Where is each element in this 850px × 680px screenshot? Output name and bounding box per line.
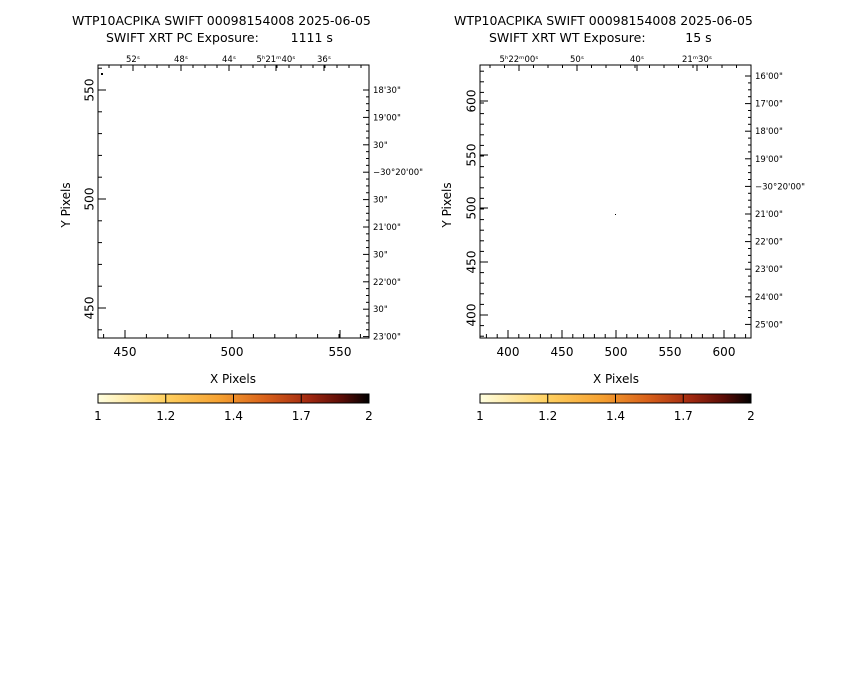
ra-tick-label: 52ˢ xyxy=(126,55,140,65)
panel2-y-axis-label: Y Pixels xyxy=(440,182,454,228)
dec-tick-label: 24'00" xyxy=(755,293,783,303)
panel2-axes: 400 450 500 550 600 400 450 500 550 600 5ʰ22ᵐ00ˢ 50… xyxy=(465,55,806,359)
y-tick-label: 550 xyxy=(465,144,479,167)
colorbar-tick-label: 1 xyxy=(94,409,102,423)
ra-tick-label: 50ˢ xyxy=(570,55,584,65)
colorbar-tick-label: 1.2 xyxy=(156,409,175,423)
dec-tick-label: 18'30" xyxy=(373,86,401,96)
panel2-title-line2: SWIFT XRT WT Exposure: 15 s xyxy=(489,30,712,45)
y-tick-label: 450 xyxy=(83,297,97,320)
ra-tick-label: 5ʰ21ᵐ40ˢ xyxy=(257,55,296,65)
panel2-title-line1: WTP10ACPIKA SWIFT 00098154008 2025-06-05 xyxy=(454,13,753,28)
colorbar-tick-label: 1.7 xyxy=(292,409,311,423)
x-tick-label: 600 xyxy=(713,345,736,359)
dec-tick-label: 18'00" xyxy=(755,127,783,137)
dec-tick-label: 25'00" xyxy=(755,320,783,330)
colorbar-tick-label: 1.7 xyxy=(674,409,693,423)
colorbar-tick-label: 1.2 xyxy=(538,409,557,423)
dec-tick-label: 21'00" xyxy=(755,210,783,220)
y-tick-label: 450 xyxy=(465,251,479,274)
panel1-x-axis-label: X Pixels xyxy=(210,372,256,386)
ra-tick-label: 21ᵐ30ˢ xyxy=(682,55,712,65)
y-tick-label: 550 xyxy=(83,79,97,102)
colorbar-tick-label: 2 xyxy=(365,409,373,423)
ra-tick-label: 40ˢ xyxy=(630,55,644,65)
dec-tick-label: 21'00" xyxy=(373,223,401,233)
ra-tick-label: 44ˢ xyxy=(222,55,236,65)
x-tick-label: 550 xyxy=(659,345,682,359)
y-tick-label: 400 xyxy=(465,304,479,327)
x-tick-label: 450 xyxy=(551,345,574,359)
y-tick-label: 500 xyxy=(465,197,479,220)
dec-tick-label: 16'00" xyxy=(755,72,783,82)
panel1-axes: 450 500 550 450 500 550 52ˢ 48ˢ 44ˢ 5ʰ21ᵐ40ˢ 36ˢ 18… xyxy=(83,55,424,359)
panel2-image-frame xyxy=(479,64,752,339)
ra-tick-label: 5ʰ22ᵐ00ˢ xyxy=(500,55,539,65)
x-tick-label: 500 xyxy=(221,345,244,359)
dec-tick-label: 19'00" xyxy=(755,155,783,165)
dec-tick-label: 17'00" xyxy=(755,100,783,110)
panel1-source-marker xyxy=(101,73,103,75)
dec-tick-label: −30°20'00" xyxy=(373,168,423,178)
ra-tick-label: 48ˢ xyxy=(174,55,188,65)
x-tick-label: 550 xyxy=(329,345,352,359)
x-tick-label: 500 xyxy=(605,345,628,359)
dec-tick-label: 22'00" xyxy=(373,278,401,288)
dec-tick-label: 30" xyxy=(373,305,388,315)
dec-tick-label: 23'00" xyxy=(755,265,783,275)
dec-tick-label: 23'00" xyxy=(373,333,401,343)
panel1-title-line1: WTP10ACPIKA SWIFT 00098154008 2025-06-05 xyxy=(72,13,371,28)
colorbar-tick-label: 2 xyxy=(747,409,755,423)
dec-tick-label: 30" xyxy=(373,196,388,206)
panel1-y-axis-label: Y Pixels xyxy=(59,182,73,228)
y-tick-label: 600 xyxy=(465,90,479,113)
colorbar-tick-label: 1 xyxy=(476,409,484,423)
dec-tick-label: 30" xyxy=(373,141,388,151)
panel2-source-marker xyxy=(615,214,616,215)
colorbar-tick-label: 1.4 xyxy=(606,409,625,423)
colorbar-tick-label: 1.4 xyxy=(224,409,243,423)
dec-tick-label: 19'00" xyxy=(373,113,401,123)
dec-tick-label: 30" xyxy=(373,250,388,260)
y-tick-label: 500 xyxy=(83,188,97,211)
colorbar-ticks: 1 1.2 1.4 1.7 2 1 1.2 1.4 1.7 2 xyxy=(94,394,755,423)
panel2-x-axis-label: X Pixels xyxy=(593,372,639,386)
dec-tick-label: 22'00" xyxy=(755,238,783,248)
ra-tick-label: 36ˢ xyxy=(317,55,331,65)
dec-tick-label: −30°20'00" xyxy=(755,182,805,192)
panel1-title-line2: SWIFT XRT PC Exposure: 1111 s xyxy=(106,30,333,45)
x-tick-label: 450 xyxy=(114,345,137,359)
panel1-image-frame xyxy=(97,64,370,339)
x-tick-label: 400 xyxy=(497,345,520,359)
